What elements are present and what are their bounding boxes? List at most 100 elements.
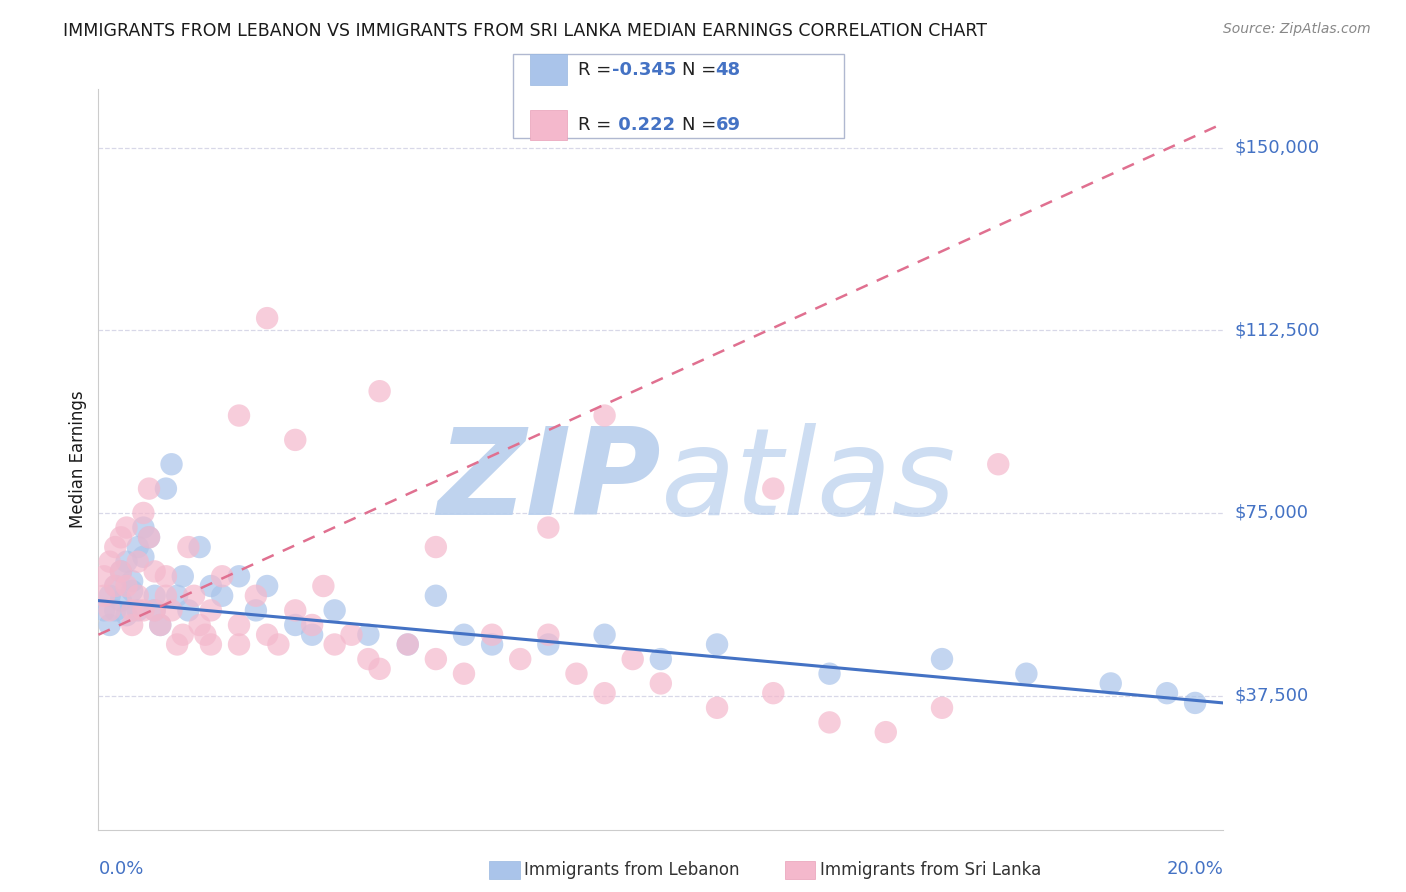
- Point: [425, 540, 447, 554]
- Point: [143, 589, 166, 603]
- Point: [706, 700, 728, 714]
- Point: [368, 662, 391, 676]
- Point: [200, 603, 222, 617]
- Point: [228, 569, 250, 583]
- Point: [228, 409, 250, 423]
- Text: -0.345: -0.345: [612, 61, 676, 78]
- Point: [481, 628, 503, 642]
- Text: N =: N =: [682, 61, 721, 78]
- Text: R =: R =: [578, 61, 617, 78]
- Point: [155, 482, 177, 496]
- Point: [256, 579, 278, 593]
- Point: [104, 540, 127, 554]
- Point: [98, 589, 121, 603]
- Point: [110, 593, 132, 607]
- Point: [875, 725, 897, 739]
- Point: [621, 652, 644, 666]
- Point: [267, 637, 290, 651]
- Point: [396, 637, 419, 651]
- Point: [245, 603, 267, 617]
- Point: [166, 637, 188, 651]
- Point: [931, 652, 953, 666]
- Point: [357, 652, 380, 666]
- Point: [537, 520, 560, 534]
- Point: [931, 700, 953, 714]
- Point: [110, 565, 132, 579]
- Point: [138, 482, 160, 496]
- Point: [143, 603, 166, 617]
- Point: [425, 652, 447, 666]
- Point: [593, 686, 616, 700]
- Point: [121, 618, 143, 632]
- Point: [104, 603, 127, 617]
- Text: 48: 48: [716, 61, 741, 78]
- Point: [127, 555, 149, 569]
- Point: [138, 530, 160, 544]
- Point: [593, 409, 616, 423]
- Point: [200, 579, 222, 593]
- Point: [110, 530, 132, 544]
- Text: $37,500: $37,500: [1234, 687, 1309, 705]
- Point: [453, 666, 475, 681]
- Point: [115, 579, 138, 593]
- Text: Immigrants from Sri Lanka: Immigrants from Sri Lanka: [820, 861, 1040, 879]
- Point: [104, 579, 127, 593]
- Point: [127, 589, 149, 603]
- Point: [301, 628, 323, 642]
- Point: [228, 618, 250, 632]
- Point: [115, 555, 138, 569]
- Point: [172, 569, 194, 583]
- Point: [245, 589, 267, 603]
- Point: [155, 589, 177, 603]
- Point: [166, 589, 188, 603]
- Point: [127, 540, 149, 554]
- Point: [284, 603, 307, 617]
- Point: [650, 652, 672, 666]
- Point: [818, 715, 841, 730]
- Text: 0.0%: 0.0%: [98, 860, 143, 878]
- Point: [132, 520, 155, 534]
- Text: atlas: atlas: [661, 423, 956, 540]
- Point: [368, 384, 391, 399]
- Point: [357, 628, 380, 642]
- Text: $150,000: $150,000: [1234, 138, 1319, 157]
- Point: [818, 666, 841, 681]
- Point: [481, 637, 503, 651]
- Point: [537, 628, 560, 642]
- Y-axis label: Median Earnings: Median Earnings: [69, 391, 87, 528]
- Point: [143, 603, 166, 617]
- Point: [98, 555, 121, 569]
- Text: ZIP: ZIP: [437, 423, 661, 540]
- Point: [110, 565, 132, 579]
- Point: [104, 579, 127, 593]
- Point: [706, 637, 728, 651]
- Point: [565, 666, 588, 681]
- Point: [93, 603, 115, 617]
- Point: [1015, 666, 1038, 681]
- Point: [200, 637, 222, 651]
- Text: Source: ZipAtlas.com: Source: ZipAtlas.com: [1223, 22, 1371, 37]
- Point: [183, 589, 205, 603]
- Point: [323, 637, 346, 651]
- Point: [98, 603, 121, 617]
- Point: [172, 628, 194, 642]
- Point: [132, 603, 155, 617]
- Point: [425, 589, 447, 603]
- Point: [396, 637, 419, 651]
- Point: [228, 637, 250, 651]
- Point: [1156, 686, 1178, 700]
- Point: [132, 506, 155, 520]
- Text: IMMIGRANTS FROM LEBANON VS IMMIGRANTS FROM SRI LANKA MEDIAN EARNINGS CORRELATION: IMMIGRANTS FROM LEBANON VS IMMIGRANTS FR…: [63, 22, 987, 40]
- Point: [115, 520, 138, 534]
- Point: [149, 618, 172, 632]
- Text: R =: R =: [578, 116, 617, 134]
- Point: [138, 530, 160, 544]
- Point: [132, 549, 155, 564]
- Point: [211, 589, 233, 603]
- Point: [160, 457, 183, 471]
- Point: [509, 652, 531, 666]
- Point: [284, 433, 307, 447]
- Point: [211, 569, 233, 583]
- Point: [93, 569, 115, 583]
- Text: N =: N =: [682, 116, 721, 134]
